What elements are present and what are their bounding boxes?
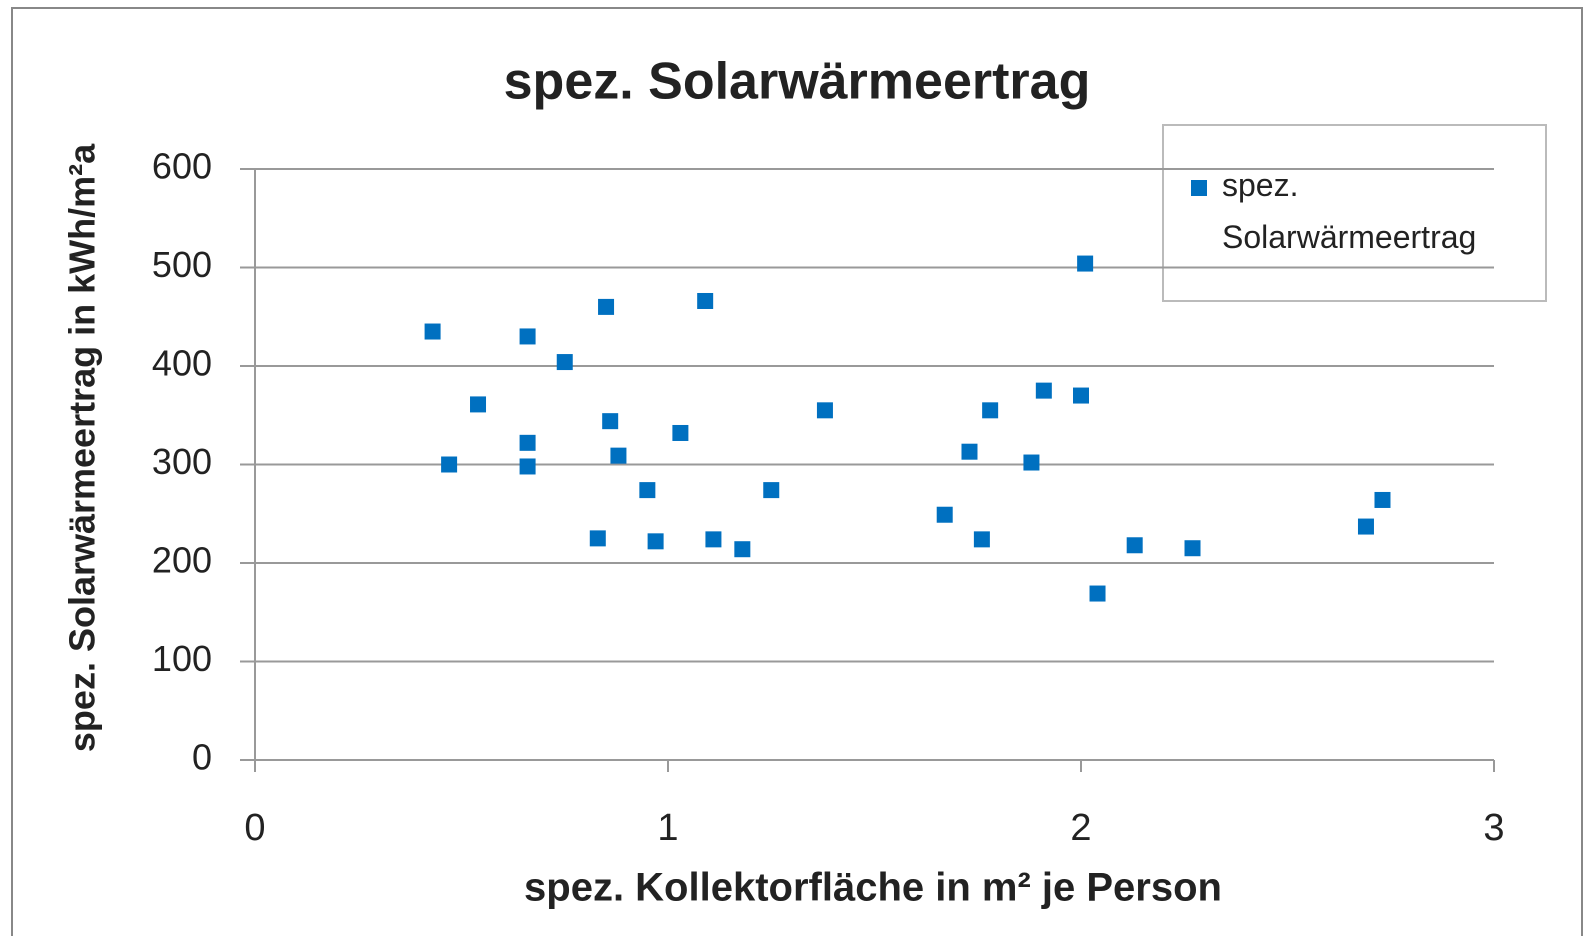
scatter-point xyxy=(1374,491,1391,508)
x-tick-label: 0 xyxy=(244,807,265,849)
scatter-point xyxy=(936,506,953,523)
scatter-point xyxy=(816,402,833,419)
scatter-point xyxy=(424,323,441,340)
y-tick-label: 600 xyxy=(152,146,212,187)
scatter-point xyxy=(1073,387,1089,404)
x-tick-label: 3 xyxy=(1483,807,1504,849)
scatter-point xyxy=(639,482,656,499)
scatter-point xyxy=(973,531,990,548)
scatter-point xyxy=(602,413,619,430)
y-tick-label: 100 xyxy=(152,638,212,679)
scatter-point xyxy=(556,354,573,371)
y-tick-label: 400 xyxy=(152,343,212,384)
scatter-point xyxy=(1089,585,1106,602)
x-tick-label: 2 xyxy=(1070,807,1091,849)
scatter-point xyxy=(519,458,536,475)
scatter-point xyxy=(1035,382,1052,399)
scatter-point xyxy=(705,531,722,548)
scatter-point xyxy=(519,328,536,345)
legend-label: spez. Solarwärmeertrag xyxy=(1222,167,1476,255)
scatter-point xyxy=(1184,540,1201,557)
scatter-point xyxy=(470,396,487,413)
legend-marker xyxy=(1191,180,1207,196)
scatter-point xyxy=(1077,255,1094,272)
y-tick-label: 200 xyxy=(152,540,212,581)
scatter-point xyxy=(961,443,978,460)
scatter-point xyxy=(598,298,615,315)
legend-box xyxy=(1162,124,1547,302)
y-tick-label: 300 xyxy=(152,441,212,482)
x-tick-label: 1 xyxy=(657,807,678,849)
scatter-point xyxy=(610,447,627,464)
y-tick-label: 500 xyxy=(152,244,212,285)
scatter-point xyxy=(589,530,606,547)
scatter-point xyxy=(672,424,689,441)
scatter-point xyxy=(1357,518,1374,535)
scatter-point xyxy=(763,482,780,499)
scatter-point xyxy=(982,402,999,419)
scatter-point xyxy=(441,456,458,473)
scatter-point xyxy=(1023,454,1040,471)
chart-title: spez. Solarwärmeertrag xyxy=(504,53,1091,111)
x-axis-label: spez. Kollektorfläche in m² je Person xyxy=(524,866,1222,910)
scatter-point xyxy=(519,434,536,451)
scatter-point xyxy=(734,541,751,558)
scatter-point xyxy=(1126,537,1143,554)
scatter-point xyxy=(697,292,714,309)
y-tick-label: 0 xyxy=(192,737,212,778)
y-axis-label: spez. Solarwärmeertrag in kWh/m²a xyxy=(62,143,103,752)
scatter-point xyxy=(647,533,664,550)
